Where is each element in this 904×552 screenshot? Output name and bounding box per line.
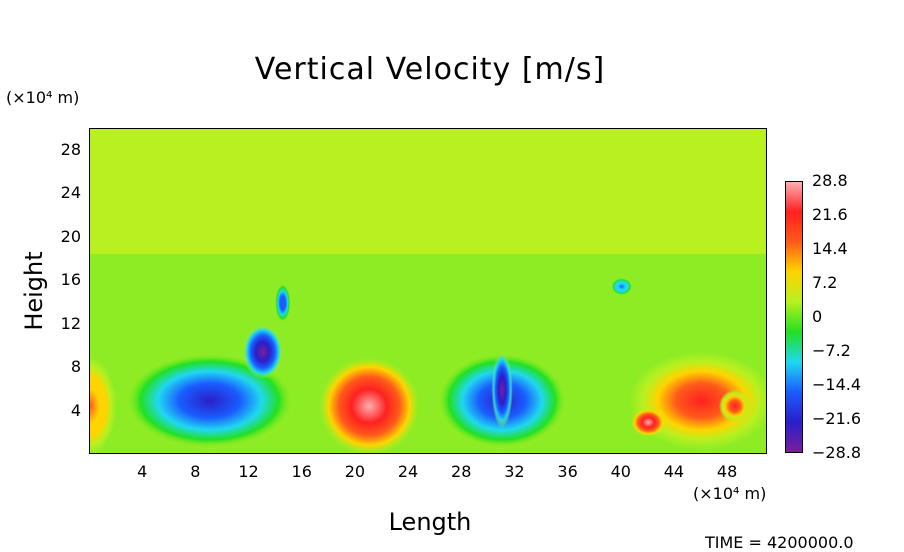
x-tick-label: 20 bbox=[344, 462, 366, 481]
x-tick-label: 40 bbox=[610, 462, 631, 481]
x-tick-label: 44 bbox=[663, 462, 685, 481]
downdraft-core-1 bbox=[123, 351, 297, 450]
y-tick-label: 8 bbox=[70, 357, 81, 377]
downdraft-filament-2 bbox=[611, 277, 633, 296]
x-tick-label: 24 bbox=[397, 462, 419, 481]
colorbar bbox=[785, 181, 803, 453]
x-tick-label: 32 bbox=[504, 462, 525, 481]
y-tick-label: 12 bbox=[60, 313, 81, 333]
y-axis-unit: (×10⁴ m) bbox=[6, 88, 80, 107]
x-tick-label: 28 bbox=[451, 462, 472, 481]
colorbar-tick-label: −14.4 bbox=[812, 375, 862, 394]
x-tick-label: 12 bbox=[238, 462, 259, 481]
x-tick-label: 8 bbox=[190, 462, 201, 481]
colorbar-tick-label: 7.2 bbox=[812, 273, 838, 292]
colorbar-tick-label: 14.4 bbox=[812, 239, 848, 258]
updraft-cell-2a bbox=[631, 408, 666, 437]
x-tick-label: 36 bbox=[557, 462, 578, 481]
updraft-core-1 bbox=[318, 357, 420, 453]
colorbar-tick-label: −28.8 bbox=[812, 443, 862, 462]
updraft-cell-2b bbox=[718, 389, 751, 423]
colorbar-tick-label: −7.2 bbox=[812, 341, 851, 360]
downdraft-plume-2 bbox=[491, 351, 513, 428]
y-tick-label: 24 bbox=[60, 183, 81, 203]
y-tick-label: 20 bbox=[60, 226, 81, 246]
updraft-left-edge bbox=[90, 357, 117, 453]
downdraft-filament-1 bbox=[274, 283, 291, 323]
colorbar-tick-label: −21.6 bbox=[812, 409, 862, 428]
x-tick-label: 4 bbox=[137, 462, 148, 481]
x-axis-unit: (×10⁴ m) bbox=[693, 484, 767, 503]
chart-title: Vertical Velocity [m/s] bbox=[254, 52, 606, 87]
time-label: TIME = 4200000.0 bbox=[705, 533, 854, 552]
x-axis-label: Length bbox=[388, 508, 472, 536]
colorbar-tick-label: 0 bbox=[812, 307, 823, 326]
y-tick-label: 28 bbox=[60, 139, 81, 159]
colorbar-tick-label: 21.6 bbox=[812, 205, 848, 224]
y-tick-label: 4 bbox=[70, 400, 81, 420]
colorbar-tick-label: 28.8 bbox=[812, 171, 848, 190]
heatmap-plot-area bbox=[89, 128, 767, 454]
y-tick-label: 16 bbox=[60, 270, 81, 290]
heatmap-field bbox=[90, 129, 766, 453]
x-tick-label: 16 bbox=[291, 462, 312, 481]
x-tick-label: 48 bbox=[716, 462, 738, 481]
downdraft-plume-1 bbox=[242, 324, 283, 379]
